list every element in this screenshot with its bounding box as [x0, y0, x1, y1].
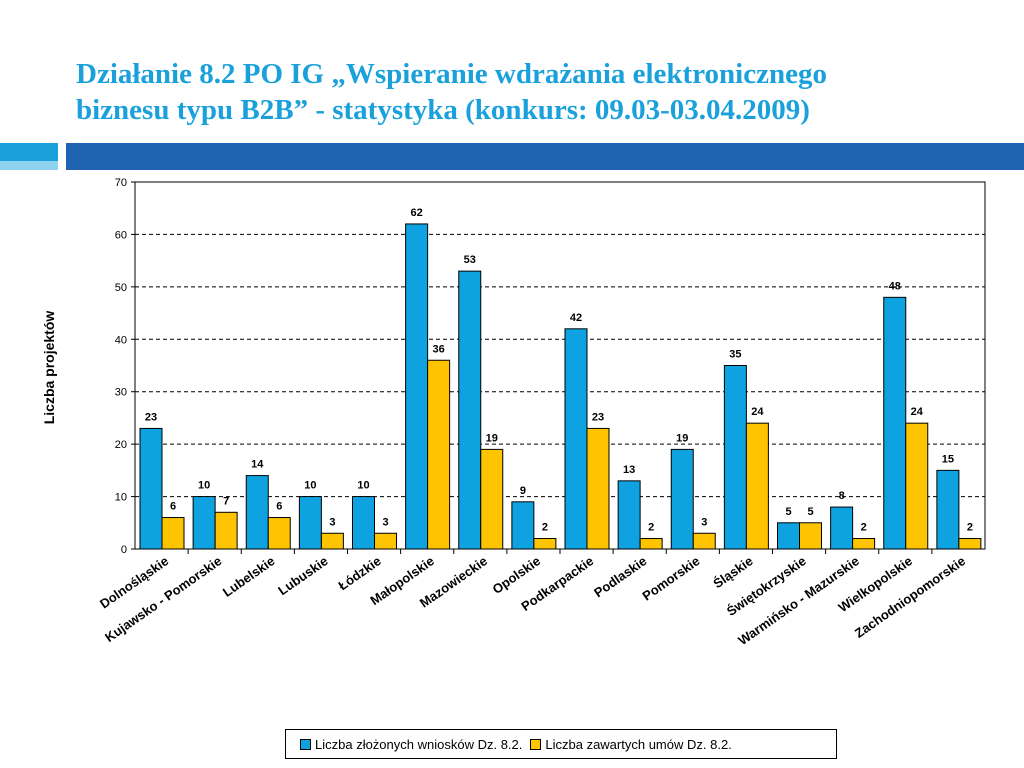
- data-label-s1-2: 14: [251, 459, 264, 471]
- data-label-s2-12: 5: [807, 506, 813, 518]
- bar-s2-11: [745, 422, 769, 550]
- data-label-s1-7: 9: [520, 485, 526, 497]
- data-label-s1-9: 13: [623, 464, 635, 476]
- bar-s2-7: [533, 538, 557, 550]
- data-label-s2-9: 2: [648, 522, 654, 534]
- bar-s1-5: [405, 223, 429, 550]
- data-label-s1-13: 8: [839, 490, 845, 502]
- bar-s2-8: [586, 427, 610, 550]
- y-tick-label-60: 60: [115, 229, 127, 241]
- bar-s1-6: [458, 270, 482, 550]
- data-label-s2-4: 3: [382, 516, 388, 528]
- data-label-s1-14: 48: [889, 280, 901, 292]
- data-label-s2-15: 2: [967, 522, 973, 534]
- bar-s1-11: [723, 365, 747, 550]
- y-tick-label-10: 10: [115, 492, 127, 504]
- bar-s1-8: [564, 328, 588, 550]
- data-label-s1-3: 10: [304, 480, 316, 492]
- data-label-s2-5: 36: [433, 343, 445, 355]
- data-label-s2-0: 6: [170, 501, 176, 513]
- data-label-s1-4: 10: [357, 480, 369, 492]
- y-tick-label-0: 0: [121, 544, 127, 556]
- legend-label-series-1: Liczba złożonych wniosków Dz. 8.2.: [315, 736, 523, 752]
- bar-s1-15: [936, 469, 960, 550]
- data-label-s1-15: 15: [942, 453, 954, 465]
- data-label-s1-0: 23: [145, 411, 157, 423]
- data-label-s1-1: 10: [198, 480, 210, 492]
- data-label-s2-6: 19: [486, 432, 498, 444]
- bar-s2-2: [267, 517, 291, 550]
- y-tick-label-30: 30: [115, 387, 127, 399]
- title-line-2: biznesu typu B2B” - statystyka (konkurs:…: [76, 94, 810, 126]
- data-label-s2-13: 2: [861, 522, 867, 534]
- bar-s1-4: [352, 496, 375, 550]
- x-tick-label-4: Łódzkie: [336, 553, 384, 593]
- data-label-s1-12: 5: [785, 506, 791, 518]
- data-label-s1-6: 53: [464, 254, 476, 266]
- bar-s2-10: [692, 532, 716, 550]
- bar-s2-6: [480, 448, 504, 550]
- x-tick-label-10: Pomorskie: [639, 553, 702, 603]
- x-tick-label-11: Śląskie: [710, 553, 755, 591]
- header-band-light: [0, 161, 58, 170]
- x-tick-label-2: Lubelskie: [220, 553, 278, 600]
- data-label-s2-7: 2: [542, 522, 548, 534]
- bar-s2-9: [639, 538, 663, 550]
- data-label-s2-3: 3: [329, 516, 335, 528]
- x-tick-label-3: Lubuskie: [275, 553, 330, 598]
- chart-legend: Liczba złożonych wniosków Dz. 8.2. Liczb…: [285, 729, 837, 759]
- legend-label-series-2: Liczba zawartych umów Dz. 8.2.: [545, 736, 732, 752]
- data-label-s2-8: 23: [592, 411, 604, 423]
- bar-s1-14: [883, 296, 907, 550]
- data-label-s2-1: 7: [223, 495, 229, 507]
- legend-swatch-series-1: [300, 738, 311, 750]
- bar-s2-3: [320, 532, 344, 550]
- data-label-s1-5: 62: [411, 207, 423, 219]
- data-label-s1-10: 19: [676, 432, 688, 444]
- bar-s1-7: [511, 501, 535, 550]
- data-label-s2-2: 6: [276, 501, 282, 513]
- y-axis-label: Liczba projektów: [41, 311, 57, 425]
- bar-s2-1: [214, 511, 238, 550]
- bar-s1-13: [830, 506, 854, 550]
- y-tick-label-70: 70: [115, 177, 127, 189]
- bar-s2-5: [427, 359, 451, 550]
- y-tick-label-40: 40: [115, 334, 127, 346]
- legend-item-series-1: Liczba złożonych wniosków Dz. 8.2.: [300, 737, 522, 752]
- data-label-s1-11: 35: [729, 349, 741, 361]
- data-label-s2-10: 3: [701, 516, 707, 528]
- title-line-1: Działanie 8.2 PO IG „Wspieranie wdrażani…: [76, 58, 827, 90]
- bar-s2-12: [799, 522, 822, 550]
- data-label-s2-14: 24: [911, 406, 924, 418]
- y-tick-label-20: 20: [115, 439, 127, 451]
- bar-s1-0: [139, 427, 163, 550]
- bar-s2-13: [852, 538, 876, 550]
- bar-s2-0: [161, 517, 185, 550]
- bar-s2-14: [905, 422, 929, 550]
- data-label-s2-11: 24: [751, 406, 764, 418]
- bar-s1-2: [245, 475, 269, 550]
- bar-s1-9: [617, 480, 641, 550]
- bar-s2-4: [374, 532, 397, 550]
- legend-swatch-series-2: [530, 738, 542, 750]
- bar-s1-10: [670, 448, 694, 550]
- y-tick-label-50: 50: [115, 282, 127, 294]
- header-band-right: [66, 143, 1024, 170]
- data-label-s1-8: 42: [570, 312, 582, 324]
- legend-item-series-2: Liczba zawartych umów Dz. 8.2.: [530, 736, 732, 752]
- bar-s1-12: [777, 522, 800, 550]
- slide-title: Działanie 8.2 PO IG „Wspieranie wdrażani…: [76, 56, 996, 128]
- bar-s1-3: [298, 496, 322, 550]
- bar-s2-15: [958, 538, 982, 550]
- bar-s1-1: [192, 496, 216, 550]
